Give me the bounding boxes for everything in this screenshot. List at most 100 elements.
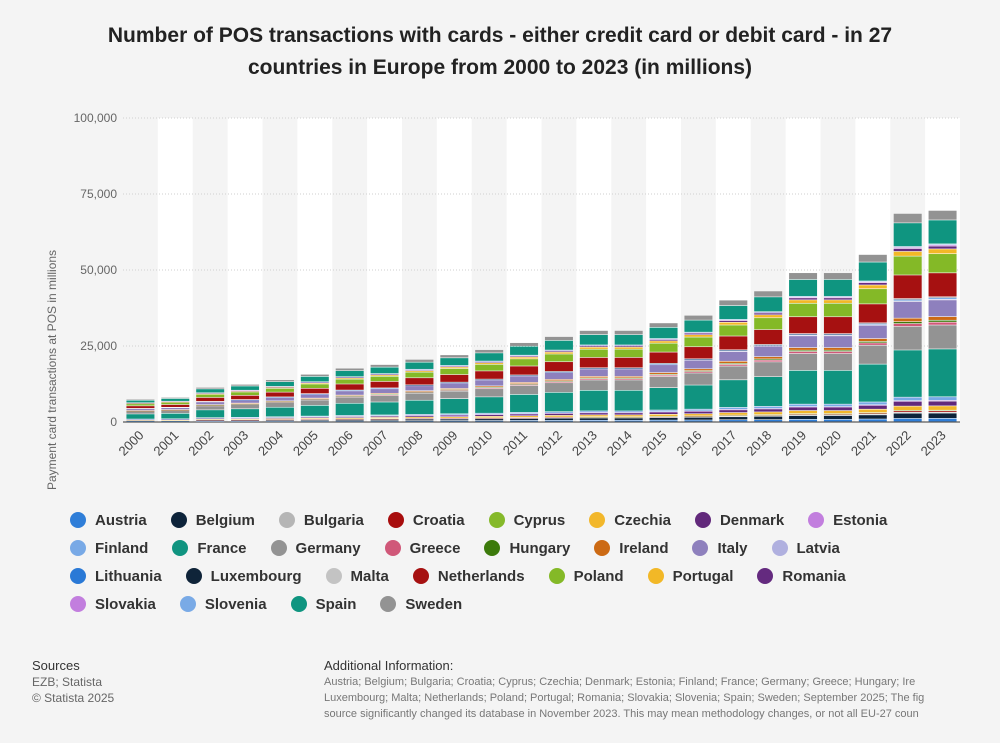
bar-segment-germany-2017 [719,366,748,380]
legend-marker [290,596,307,612]
bar-segment-greece-2021 [858,343,887,345]
legend-label: Romania [782,567,846,585]
legend-item-croatia[interactable]: Croatia [387,510,465,530]
bar-segment-sweden-2007 [370,364,399,367]
bar-segment-france-2004 [265,407,294,417]
bar-segment-austria-2020 [823,419,852,422]
legend-item-finland[interactable]: Finland [70,538,148,558]
bar-segment-germany-2003 [231,404,260,409]
bar-segment-denmark-2017 [719,410,748,413]
legend-item-bulgaria[interactable]: Bulgaria [278,510,364,530]
bar-segment-austria-2014 [614,420,643,422]
legend-label: Netherlands [437,567,525,585]
legend-marker [484,540,501,556]
bar-segment-poland-2015 [649,343,678,352]
bar-segment-france-2017 [719,380,748,408]
legend-item-latvia[interactable]: Latvia [771,538,840,558]
bar-segment-germany-2019 [789,353,818,371]
bar-segment-sweden-2013 [579,330,608,335]
legend-item-cyprus[interactable]: Cyprus [488,510,565,530]
bar-segment-belgium-2006 [335,419,364,421]
bar-segment-netherlands-2022 [893,275,922,299]
legend-item-spain[interactable]: Spain [290,594,356,614]
x-tick-label: 2013 [569,428,600,459]
legend-item-belgium[interactable]: Belgium [170,510,255,530]
bar-segment-spain-2018 [754,297,783,312]
x-tick-label: 2001 [150,428,181,459]
legend-marker [170,512,187,528]
legend-label: Lithuania [95,567,162,585]
x-tick-label: 2015 [639,428,670,459]
copyright-text: © Statista 2025 [32,691,115,705]
legend-label: Slovenia [204,595,267,613]
bar-segment-france-2006 [335,403,364,416]
bar-segment-spain-2015 [649,327,678,339]
bar-segment-sweden-2012 [544,336,573,341]
legend-item-poland[interactable]: Poland [548,566,624,586]
legend-item-sweden[interactable]: Sweden [380,594,462,614]
legend-item-czechia[interactable]: Czechia [589,510,671,530]
bar-segment-portugal-2008 [405,371,434,372]
bar-segment-spain-2006 [335,370,364,377]
legend-marker [488,512,505,528]
bar-segment-hungary-2018 [754,359,783,360]
legend-marker [694,512,711,528]
bar-segment-poland-2004 [265,388,294,392]
bar-segment-denmark-2015 [649,412,678,415]
legend-marker [647,568,664,584]
legend: Austria Belgium Bulgaria Croatia Cyprus Czech… [70,510,970,614]
bar-segment-finland-2009 [440,414,469,415]
bar-segment-france-2005 [300,405,329,416]
legend-item-slovakia[interactable]: Slovakia [70,594,156,614]
bar-segment-austria-2013 [579,420,608,422]
legend-item-france[interactable]: France [172,538,247,558]
legend-item-netherlands[interactable]: Netherlands [412,566,525,586]
bar-segment-germany-2010 [475,389,504,397]
legend-item-denmark[interactable]: Denmark [694,510,785,530]
bar-segment-denmark-2021 [858,405,887,409]
additional-info-heading: Additional Information: [324,658,454,673]
bar-segment-finland-2017 [719,407,748,410]
legend-item-malta[interactable]: Malta [325,566,389,586]
bar-segment-poland-2007 [370,376,399,382]
bar-segment-germany-2016 [684,373,713,385]
bar-segment-czechia-2018 [754,412,783,415]
bar-segment-sweden-2022 [893,213,922,223]
bar-segment-poland-2017 [719,325,748,336]
bar-segment-spain-2007 [370,367,399,374]
bar-segment-austria-2010 [475,420,504,422]
legend-item-portugal[interactable]: Portugal [647,566,733,586]
bar-segment-belgium-2019 [789,415,818,420]
bar-segment-germany-2011 [510,385,539,395]
legend-item-italy[interactable]: Italy [692,538,748,558]
legend-item-hungary[interactable]: Hungary [484,538,570,558]
legend-item-germany[interactable]: Germany [270,538,361,558]
legend-item-austria[interactable]: Austria [70,510,147,530]
legend-item-greece[interactable]: Greece [384,538,460,558]
x-tick-label: 2023 [918,428,949,459]
bar-segment-ireland-2011 [510,382,539,384]
bar-segment-germany-2007 [370,395,399,402]
sources-text[interactable]: EZB; Statista [32,675,103,689]
bar-segment-sweden-2017 [719,300,748,306]
legend-item-ireland[interactable]: Ireland [594,538,668,558]
legend-marker [70,568,86,584]
bar-segment-denmark-2018 [754,409,783,412]
bar-segment-france-2010 [475,397,504,413]
legend-item-slovenia[interactable]: Slovenia [179,594,267,614]
legend-item-estonia[interactable]: Estonia [808,510,887,530]
bar-segment-germany-2018 [754,362,783,377]
bar-segment-netherlands-2023 [928,273,957,297]
bar-segment-france-2011 [510,394,539,413]
legend-label: Czechia [614,511,671,529]
bar-segment-netherlands-2008 [405,378,434,385]
legend-item-romania[interactable]: Romania [757,566,846,586]
bar-segment-austria-2022 [893,418,922,422]
legend-label: Latvia [796,539,840,557]
legend-item-lithuania[interactable]: Lithuania [70,566,162,586]
legend-item-luxembourg[interactable]: Luxembourg [185,566,302,586]
legend-marker [808,512,825,528]
legend-label: Denmark [719,511,785,529]
bar-segment-poland-2013 [579,349,608,358]
bar-segment-germany-2014 [614,380,643,391]
